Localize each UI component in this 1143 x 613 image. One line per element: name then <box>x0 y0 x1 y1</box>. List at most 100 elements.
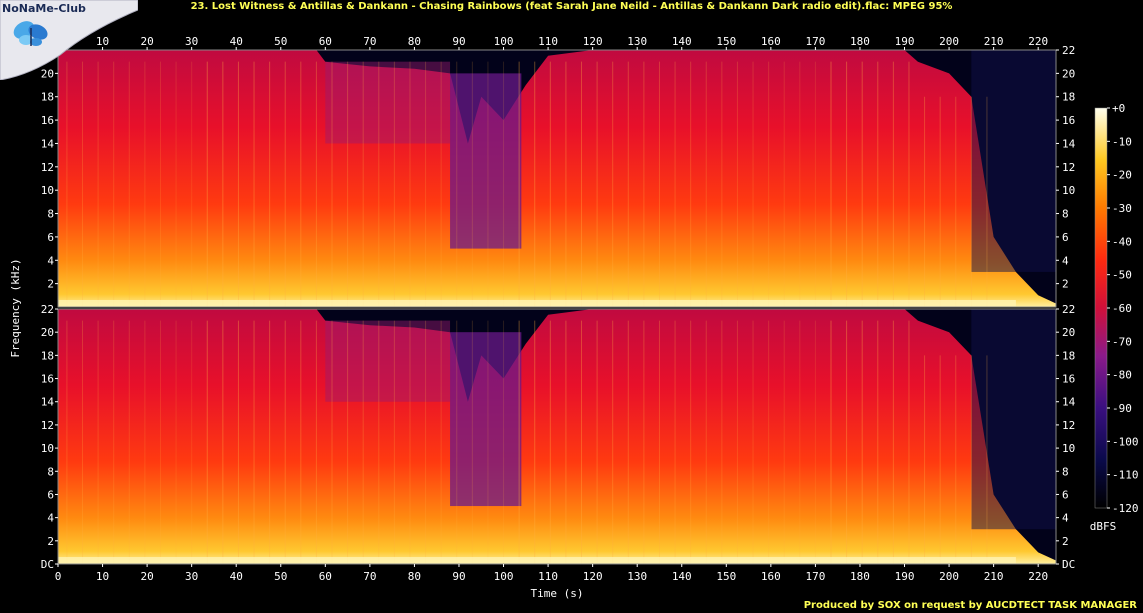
quiet-region <box>450 332 522 507</box>
x-tick-label-bottom: 190 <box>895 570 915 583</box>
y-tick-label-right: 2 <box>1062 278 1069 291</box>
y-tick-label-left: 8 <box>47 208 54 221</box>
x-tick-label-bottom: 130 <box>627 570 647 583</box>
y-tick-label-left: 22 <box>41 303 54 316</box>
x-tick-label-top: 190 <box>895 35 915 48</box>
y-tick-label-left: DC <box>41 558 54 571</box>
colorbar-tick-label: -70 <box>1112 335 1132 348</box>
x-tick-label-bottom: 60 <box>319 570 332 583</box>
x-tick-label-top: 20 <box>140 35 153 48</box>
x-tick-label-top: 10 <box>96 35 109 48</box>
x-tick-label-top: 170 <box>805 35 825 48</box>
y-tick-label-left: 6 <box>47 488 54 501</box>
y-tick-label-right: 22 <box>1062 303 1075 316</box>
spectral-energy-area <box>58 309 1056 564</box>
colorbar-tick-label: -100 <box>1112 435 1139 448</box>
y-tick-label-right: 20 <box>1062 67 1075 80</box>
y-tick-label-left: 14 <box>41 396 55 409</box>
y-tick-label-right: 20 <box>1062 326 1075 339</box>
y-tick-label-left: 20 <box>41 326 54 339</box>
butterfly-icon <box>13 21 48 46</box>
x-tick-label-top: 220 <box>1028 35 1048 48</box>
x-tick-label-bottom: 80 <box>408 570 421 583</box>
y-tick-label-right: 18 <box>1062 91 1075 104</box>
colorbar-tick-label: -40 <box>1112 235 1132 248</box>
panel-frame <box>57 308 1057 565</box>
colorbar-tick-label: -120 <box>1112 502 1139 515</box>
y-tick-label-right: DC <box>1062 558 1075 571</box>
x-tick-label-top: 120 <box>583 35 603 48</box>
x-axis-label: Time (s) <box>531 587 584 600</box>
colorbar-tick-label: -110 <box>1112 469 1139 482</box>
y-tick-label-left: 12 <box>41 419 54 432</box>
quiet-region <box>325 320 451 402</box>
y-tick-label-right: 18 <box>1062 349 1075 362</box>
x-tick-label-top: 30 <box>185 35 198 48</box>
x-tick-label-top: 160 <box>761 35 781 48</box>
y-tick-label-left: 20 <box>41 67 54 80</box>
y-tick-label-left: 10 <box>41 442 54 455</box>
x-tick-label-bottom: 140 <box>672 570 692 583</box>
footer-credit: Produced by SOX on request by AUCDTECT T… <box>803 600 1137 611</box>
x-tick-label-bottom: 90 <box>452 570 465 583</box>
x-tick-label-bottom: 210 <box>984 570 1004 583</box>
logo-text: NoNaMe-Club <box>2 2 86 15</box>
y-tick-label-right: 14 <box>1062 396 1076 409</box>
y-tick-label-left: 16 <box>41 114 54 127</box>
y-tick-label-right: 6 <box>1062 488 1069 501</box>
y-tick-label-left: 16 <box>41 373 54 386</box>
site-logo: NoNaMe-Club <box>0 0 139 81</box>
x-tick-label-bottom: 40 <box>230 570 243 583</box>
y-tick-label-left: 8 <box>47 465 54 478</box>
panel-frame <box>57 49 1057 308</box>
y-tick-label-left: 10 <box>41 184 54 197</box>
x-tick-label-bottom: 20 <box>140 570 153 583</box>
y-tick-label-right: 8 <box>1062 465 1069 478</box>
x-tick-label-top: 80 <box>408 35 421 48</box>
x-tick-label-bottom: 70 <box>363 570 376 583</box>
channel-panel-right <box>57 308 1057 565</box>
quiet-region <box>325 61 451 144</box>
colorbar-gradient <box>1094 107 1108 509</box>
x-tick-label-bottom: 50 <box>274 570 287 583</box>
x-tick-label-top: 130 <box>627 35 647 48</box>
y-tick-label-right: 10 <box>1062 442 1075 455</box>
x-tick-label-bottom: 160 <box>761 570 781 583</box>
y-tick-label-right: 16 <box>1062 373 1075 386</box>
x-tick-label-bottom: 150 <box>716 570 736 583</box>
y-tick-label-right: 10 <box>1062 184 1075 197</box>
x-tick-label-bottom: 110 <box>538 570 558 583</box>
y-tick-label-left: 18 <box>41 91 54 104</box>
x-tick-label-bottom: 220 <box>1028 570 1048 583</box>
channel-panel-left <box>57 49 1057 308</box>
y-tick-label-left: 12 <box>41 161 54 174</box>
x-tick-label-bottom: 30 <box>185 570 198 583</box>
y-tick-label-right: 14 <box>1062 137 1076 150</box>
x-tick-label-top: 60 <box>319 35 332 48</box>
colorbar-tick-label: -60 <box>1112 302 1132 315</box>
x-tick-label-top: 90 <box>452 35 465 48</box>
x-tick-label-top: 150 <box>716 35 736 48</box>
y-tick-label-left: 18 <box>41 349 54 362</box>
x-tick-label-top: 100 <box>494 35 514 48</box>
colorbar-tick-label: -10 <box>1112 135 1132 148</box>
y-tick-label-right: 4 <box>1062 512 1069 525</box>
quiet-region <box>450 73 522 249</box>
colorbar-tick-label: -50 <box>1112 269 1132 282</box>
y-tick-label-left: 14 <box>41 137 55 150</box>
colorbar-tick-label: -90 <box>1112 402 1132 415</box>
colorbar-label: dBFS <box>1090 520 1117 533</box>
x-tick-label-bottom: 10 <box>96 570 109 583</box>
y-tick-label-right: 4 <box>1062 254 1069 267</box>
bass-band <box>58 557 1016 564</box>
y-tick-label-right: 6 <box>1062 231 1069 244</box>
colorbar-tick-label: -20 <box>1112 169 1132 182</box>
colorbar-tick-label: +0 <box>1112 102 1125 115</box>
bass-band <box>58 299 1016 307</box>
y-tick-label-right: 2 <box>1062 535 1069 548</box>
y-tick-label-left: 4 <box>47 512 54 525</box>
x-tick-label-top: 180 <box>850 35 870 48</box>
colorbar-tick-label: -30 <box>1112 202 1132 215</box>
y-tick-label-right: 12 <box>1062 419 1075 432</box>
